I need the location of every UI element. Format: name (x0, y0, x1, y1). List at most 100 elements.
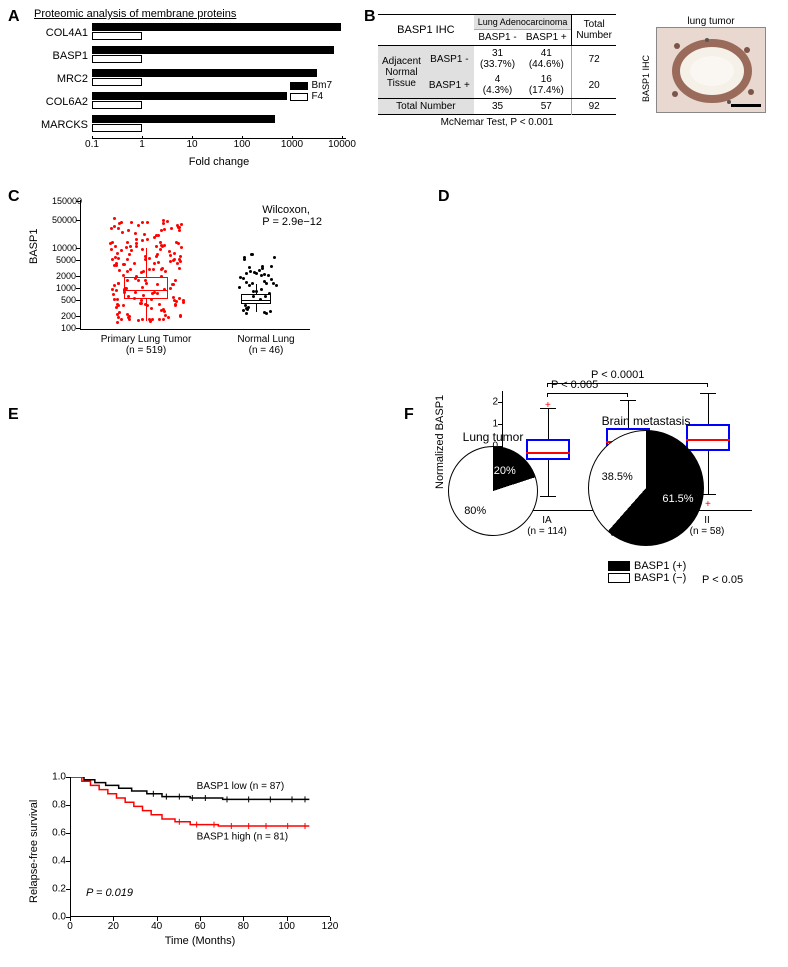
ihc-image (656, 27, 766, 113)
scatter-point (134, 232, 137, 235)
scatter-point (110, 248, 113, 251)
scatter-point (162, 222, 165, 225)
scatter-point (135, 238, 138, 241)
y-tick-label: 0.4 (44, 856, 66, 867)
scatter-point (172, 283, 175, 286)
panel-c-label: C (8, 188, 20, 206)
tbl-r1-tot: 20 (572, 72, 616, 99)
panel-a-label: A (8, 8, 20, 26)
panel-f: Lung tumor20%80%Brain metastasis61.5%38.… (418, 412, 778, 612)
panel-a-title: Proteomic analysis of membrane proteins (34, 8, 346, 20)
bar-row: BASP1 (26, 46, 346, 66)
scatter-point (175, 241, 178, 244)
y-tick-label: 0.0 (44, 912, 66, 923)
scatter-point (135, 245, 138, 248)
scatter-point (126, 258, 129, 261)
bar-row: MARCKS (26, 115, 346, 135)
tbl-r0-tot: 72 (572, 46, 616, 73)
scatter-point (169, 254, 172, 257)
scatter-point (158, 318, 161, 321)
c-g0-name: Primary Lung Tumor (101, 334, 192, 345)
scatter-point (263, 280, 266, 283)
scatter-point (117, 227, 120, 230)
scatter-point (248, 284, 251, 287)
bar-f4 (92, 55, 142, 63)
pie-chart (448, 446, 538, 536)
panel-c-g0: Primary Lung Tumor (n = 519) (86, 334, 206, 356)
tbl-r0-name: BASP1 - (425, 46, 474, 73)
legend-bm7: Bm7 (311, 80, 332, 91)
protein-label: COL6A2 (26, 96, 92, 108)
y-tick-label: 500 (52, 295, 76, 305)
scatter-point (157, 261, 160, 264)
x-tick: 1 (139, 139, 145, 150)
panel-a-xlabel: Fold change (92, 156, 346, 168)
ihc-title: lung tumor (656, 16, 766, 27)
tbl-r0-p1: (33.7%) (480, 59, 515, 70)
y-tick-label: 150000 (52, 196, 76, 206)
panel-c-stat: Wilcoxon, P = 2.9e−12 (262, 204, 322, 228)
y-tick-label: 1000 (52, 283, 76, 293)
panel-e: Relapse-free survival BASP1 low (n = 87)… (26, 767, 346, 967)
scatter-point (128, 318, 131, 321)
box (124, 277, 168, 299)
scatter-point (260, 288, 263, 291)
c-g1-name: Normal Lung (237, 334, 294, 345)
protein-label: BASP1 (26, 50, 92, 62)
scatter-point (248, 266, 251, 269)
bar-pair (92, 46, 346, 66)
scatter-point (182, 299, 185, 302)
pie-title: Brain metastasis (588, 414, 704, 428)
x-tick-label: 40 (151, 921, 162, 932)
scatter-point (141, 239, 144, 242)
scatter-point (152, 268, 155, 271)
scatter-point (168, 250, 171, 253)
scatter-point (126, 241, 129, 244)
scatter-point (178, 229, 181, 232)
scatter-point (153, 236, 156, 239)
sig-label: P < 0.0001 (591, 369, 644, 381)
tbl-r1-p1: (4.3%) (483, 85, 512, 96)
scatter-point (148, 257, 151, 260)
panel-e-pval: P = 0.019 (86, 887, 133, 899)
tbl-c1: BASP1 - (474, 30, 522, 46)
scatter-point (180, 223, 183, 226)
tbl-r1-name: BASP1 + (425, 72, 474, 99)
bar-f4 (92, 32, 142, 40)
scatter-point (148, 268, 151, 271)
scatter-point (157, 234, 160, 237)
protein-label: MARCKS (26, 119, 92, 131)
scatter-point (178, 267, 181, 270)
y-tick-label: 200 (52, 311, 76, 321)
scatter-point (170, 227, 173, 230)
scatter-point (140, 271, 143, 274)
series-label: BASP1 high (n = 81) (197, 831, 288, 842)
scatter-point (173, 252, 176, 255)
scatter-point (179, 315, 182, 318)
panel-e-label: E (8, 406, 19, 424)
scatter-point (174, 279, 177, 282)
scatter-point (129, 245, 132, 248)
scatter-point (242, 277, 245, 280)
scatter-point (117, 282, 120, 285)
x-tick: 100 (234, 139, 251, 150)
bar-bm7 (92, 23, 341, 31)
scatter-point (269, 310, 272, 313)
tbl-r1-c2: 16 (541, 74, 552, 85)
scatter-point (130, 221, 133, 224)
median (241, 300, 271, 301)
f-leg-neg: BASP1 (−) (634, 572, 686, 584)
tbl-sidegroup: Adjacent Normal Tissue (378, 46, 425, 99)
pie-pct-pos: 61.5% (662, 493, 693, 505)
panel-c: BASP1 1002005001000200050001000050000150… (26, 194, 336, 369)
tbl-r0-c2: 41 (541, 48, 552, 59)
y-tick-label: 5000 (52, 255, 76, 265)
scatter-point (164, 270, 167, 273)
scatter-point (261, 267, 264, 270)
scatter-point (167, 316, 170, 319)
scatter-point (238, 286, 241, 289)
scatter-point (116, 252, 119, 255)
scatter-point (117, 257, 120, 260)
bar-pair (92, 115, 346, 135)
scatter-point (151, 318, 154, 321)
